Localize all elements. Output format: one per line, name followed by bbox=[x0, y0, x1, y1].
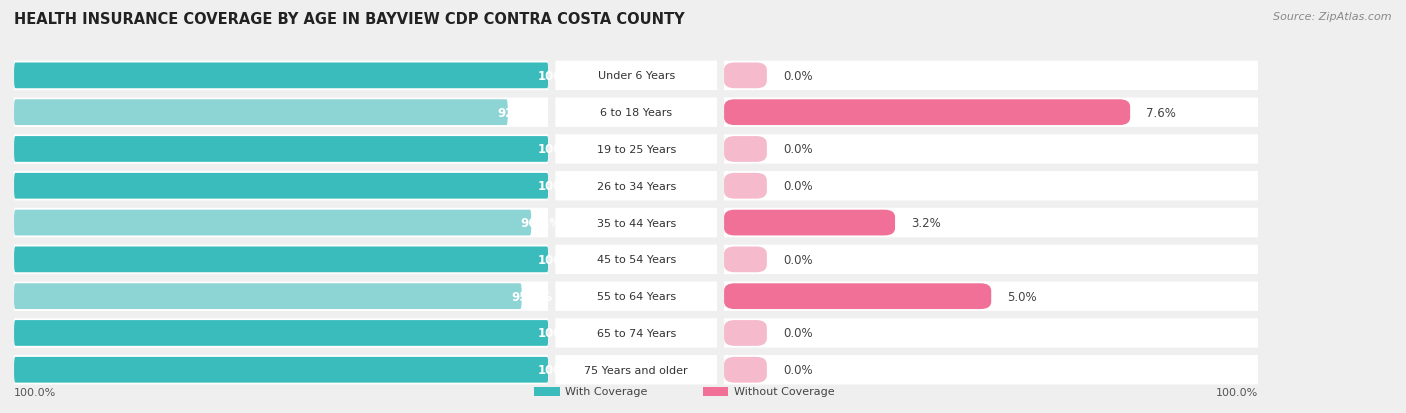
Text: 0.0%: 0.0% bbox=[783, 180, 813, 193]
Text: 75 Years and older: 75 Years and older bbox=[585, 365, 688, 375]
FancyBboxPatch shape bbox=[14, 247, 548, 273]
Text: 6 to 18 Years: 6 to 18 Years bbox=[600, 108, 672, 118]
FancyBboxPatch shape bbox=[14, 357, 548, 383]
FancyBboxPatch shape bbox=[14, 63, 548, 89]
FancyBboxPatch shape bbox=[14, 210, 531, 236]
FancyBboxPatch shape bbox=[724, 135, 1258, 164]
Text: With Coverage: With Coverage bbox=[565, 386, 648, 396]
FancyBboxPatch shape bbox=[14, 100, 508, 126]
Text: 0.0%: 0.0% bbox=[783, 363, 813, 376]
Text: 100.0%: 100.0% bbox=[1216, 387, 1258, 397]
FancyBboxPatch shape bbox=[724, 137, 766, 162]
Text: 65 to 74 Years: 65 to 74 Years bbox=[596, 328, 676, 338]
Text: 100.0%: 100.0% bbox=[537, 143, 586, 156]
Text: 45 to 54 Years: 45 to 54 Years bbox=[596, 255, 676, 265]
FancyBboxPatch shape bbox=[555, 318, 717, 348]
Text: 0.0%: 0.0% bbox=[783, 143, 813, 156]
Bar bbox=[703, 387, 728, 396]
FancyBboxPatch shape bbox=[724, 247, 766, 273]
FancyBboxPatch shape bbox=[14, 245, 548, 274]
FancyBboxPatch shape bbox=[555, 98, 717, 128]
Text: 3.2%: 3.2% bbox=[911, 216, 941, 230]
Text: Without Coverage: Without Coverage bbox=[734, 386, 835, 396]
Text: 0.0%: 0.0% bbox=[783, 70, 813, 83]
Text: 100.0%: 100.0% bbox=[537, 363, 586, 376]
FancyBboxPatch shape bbox=[14, 98, 548, 128]
FancyBboxPatch shape bbox=[724, 355, 1258, 385]
FancyBboxPatch shape bbox=[555, 172, 717, 201]
FancyBboxPatch shape bbox=[724, 245, 1258, 274]
FancyBboxPatch shape bbox=[555, 355, 717, 385]
FancyBboxPatch shape bbox=[724, 357, 766, 383]
Text: 100.0%: 100.0% bbox=[14, 387, 56, 397]
FancyBboxPatch shape bbox=[14, 135, 548, 164]
FancyBboxPatch shape bbox=[724, 98, 1258, 128]
Text: 0.0%: 0.0% bbox=[783, 327, 813, 339]
Text: HEALTH INSURANCE COVERAGE BY AGE IN BAYVIEW CDP CONTRA COSTA COUNTY: HEALTH INSURANCE COVERAGE BY AGE IN BAYV… bbox=[14, 12, 685, 27]
FancyBboxPatch shape bbox=[14, 172, 548, 201]
FancyBboxPatch shape bbox=[724, 172, 1258, 201]
FancyBboxPatch shape bbox=[724, 284, 991, 309]
FancyBboxPatch shape bbox=[555, 135, 717, 164]
FancyBboxPatch shape bbox=[14, 62, 548, 91]
FancyBboxPatch shape bbox=[14, 284, 522, 309]
Text: 100.0%: 100.0% bbox=[537, 253, 586, 266]
FancyBboxPatch shape bbox=[724, 210, 896, 236]
FancyBboxPatch shape bbox=[14, 173, 548, 199]
Text: 96.8%: 96.8% bbox=[520, 216, 561, 230]
FancyBboxPatch shape bbox=[14, 320, 548, 346]
FancyBboxPatch shape bbox=[14, 208, 548, 238]
FancyBboxPatch shape bbox=[555, 62, 717, 91]
Text: 19 to 25 Years: 19 to 25 Years bbox=[596, 145, 676, 154]
FancyBboxPatch shape bbox=[724, 320, 766, 346]
FancyBboxPatch shape bbox=[724, 282, 1258, 311]
Text: 55 to 64 Years: 55 to 64 Years bbox=[596, 292, 676, 301]
FancyBboxPatch shape bbox=[14, 318, 548, 348]
Text: 100.0%: 100.0% bbox=[537, 327, 586, 339]
FancyBboxPatch shape bbox=[14, 355, 548, 385]
Text: Under 6 Years: Under 6 Years bbox=[598, 71, 675, 81]
Text: 35 to 44 Years: 35 to 44 Years bbox=[596, 218, 676, 228]
FancyBboxPatch shape bbox=[724, 173, 766, 199]
FancyBboxPatch shape bbox=[724, 208, 1258, 238]
FancyBboxPatch shape bbox=[14, 137, 548, 162]
FancyBboxPatch shape bbox=[555, 208, 717, 238]
FancyBboxPatch shape bbox=[724, 318, 1258, 348]
Bar bbox=[534, 387, 560, 396]
Text: 92.4%: 92.4% bbox=[498, 107, 538, 119]
Text: Source: ZipAtlas.com: Source: ZipAtlas.com bbox=[1274, 12, 1392, 22]
Text: 26 to 34 Years: 26 to 34 Years bbox=[596, 181, 676, 191]
FancyBboxPatch shape bbox=[555, 245, 717, 274]
Text: 100.0%: 100.0% bbox=[537, 180, 586, 193]
FancyBboxPatch shape bbox=[724, 62, 1258, 91]
Text: 7.6%: 7.6% bbox=[1146, 107, 1175, 119]
Text: 5.0%: 5.0% bbox=[1007, 290, 1036, 303]
FancyBboxPatch shape bbox=[724, 100, 1130, 126]
FancyBboxPatch shape bbox=[724, 63, 766, 89]
Text: 95.0%: 95.0% bbox=[510, 290, 553, 303]
FancyBboxPatch shape bbox=[555, 282, 717, 311]
FancyBboxPatch shape bbox=[14, 282, 548, 311]
Text: 100.0%: 100.0% bbox=[537, 70, 586, 83]
Text: 0.0%: 0.0% bbox=[783, 253, 813, 266]
